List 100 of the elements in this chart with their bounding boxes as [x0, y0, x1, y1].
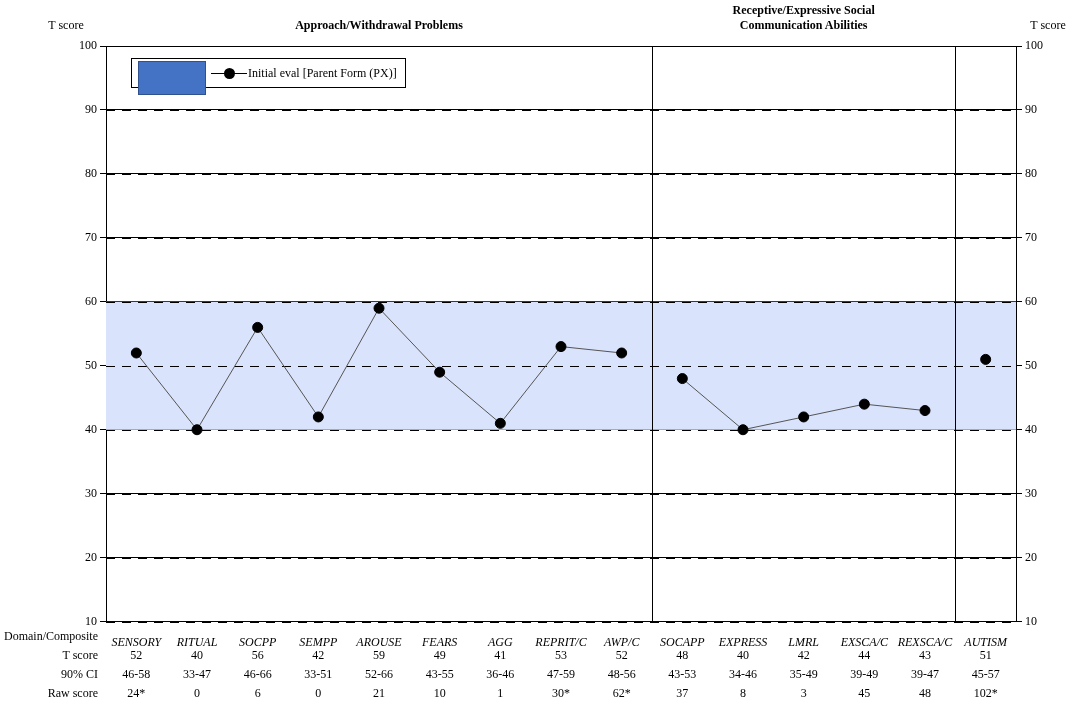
y-tick-label: 100 — [79, 38, 97, 53]
x-tick-label: REXSCA/C — [896, 634, 954, 649]
text: 33-51 — [304, 666, 333, 681]
text: 45 — [858, 685, 871, 700]
point — [798, 411, 810, 423]
x-tick-label: EXPRESS — [717, 634, 768, 649]
point — [130, 347, 142, 359]
y2-tick-label: 20 — [1025, 549, 1037, 564]
text: 24* — [127, 685, 146, 700]
text: 10 — [433, 685, 446, 700]
text: 40 — [191, 647, 203, 662]
y-tick-label: 70 — [85, 230, 97, 245]
y2-tick-label: 50 — [1025, 357, 1037, 372]
text: Domain/Composite — [4, 628, 98, 643]
x-tick-label: AWP/C — [602, 634, 641, 649]
text: 21 — [373, 685, 385, 700]
text: 48 — [676, 647, 689, 662]
text: 30* — [552, 685, 570, 700]
text: 43-55 — [425, 666, 454, 681]
text: 6 — [254, 685, 261, 700]
point — [858, 398, 870, 410]
text: 52-66 — [365, 666, 393, 681]
point — [676, 373, 688, 385]
point — [494, 417, 506, 429]
y-tick-label: 40 — [85, 421, 97, 436]
chart-title: Approach/Withdrawal Problems — [295, 18, 464, 33]
x-tick-label: SOCAPP — [660, 634, 706, 649]
text: 39-49 — [850, 666, 879, 681]
text: 42 — [797, 647, 810, 662]
text: 8 — [740, 685, 746, 700]
text: 48 — [919, 685, 931, 700]
text: 52 — [130, 647, 143, 662]
text: 53 — [555, 647, 567, 662]
point — [737, 424, 749, 436]
y2-tick-label: 60 — [1025, 293, 1037, 308]
x-tick-label: AUTISM — [963, 634, 1008, 649]
text: 34-46 — [729, 666, 757, 681]
x-tick-label: SEMPP — [299, 634, 338, 649]
x-tick-label: LMRL — [787, 634, 820, 649]
text: 40 — [737, 647, 749, 662]
text: 42 — [312, 647, 325, 662]
text: 1 — [497, 685, 504, 700]
point — [312, 411, 324, 423]
y-tick-label: 30 — [85, 485, 97, 500]
text: 43 — [919, 647, 931, 662]
text: 3 — [800, 685, 807, 700]
y2-tick-label: 40 — [1025, 421, 1037, 436]
y2-axis-title: T score — [1030, 18, 1066, 33]
text: T score — [62, 647, 98, 662]
point — [980, 353, 992, 365]
text: 36-46 — [486, 666, 515, 681]
y2-tick-label: 30 — [1025, 485, 1037, 500]
y-axis-title: T score — [48, 18, 84, 33]
text: 56 — [251, 647, 264, 662]
point — [616, 347, 628, 359]
y-tick-label: 10 — [85, 613, 97, 628]
x-tick-label: AGG — [487, 634, 513, 649]
text: 52 — [615, 647, 628, 662]
text: 39-47 — [911, 666, 939, 681]
text: 102* — [973, 685, 998, 700]
text: 46-66 — [243, 666, 272, 681]
x-tick-label: REPRIT/C — [534, 634, 588, 649]
x-tick-label: AROUSE — [355, 634, 403, 649]
y-tick-label: 90 — [85, 102, 97, 117]
legend-label: Initial eval [Parent Form (PX)] — [248, 65, 398, 81]
y2-tick-label: 100 — [1025, 38, 1043, 53]
x-tick-label: SENSORY — [111, 634, 163, 649]
point — [555, 341, 567, 353]
point — [434, 366, 446, 378]
y-tick-label: 80 — [85, 166, 97, 181]
text: 33-47 — [183, 666, 211, 681]
point — [373, 302, 385, 314]
text: 43-53 — [668, 666, 697, 681]
y-tick-label: 50 — [85, 357, 97, 372]
text: 62* — [612, 685, 631, 700]
text: 59 — [373, 647, 385, 662]
text: 37 — [676, 685, 689, 700]
text: 45-57 — [971, 666, 1000, 681]
text: 51 — [979, 647, 992, 662]
text: 90% CI — [61, 666, 98, 681]
y2-tick-label: 70 — [1025, 230, 1037, 245]
point — [252, 321, 264, 333]
text: 35-49 — [789, 666, 818, 681]
text: Raw score — [47, 685, 98, 700]
text: 47-59 — [547, 666, 575, 681]
x-tick-label: RITUAL — [175, 634, 218, 649]
y-tick-label: 60 — [85, 293, 97, 308]
point — [919, 405, 931, 417]
text: 46-58 — [122, 666, 151, 681]
x-tick-label: SOCPP — [238, 634, 277, 649]
x-tick-label: EXSCA/C — [839, 634, 889, 649]
text: 44 — [858, 647, 871, 662]
text: 41 — [494, 647, 507, 662]
y-tick-label: 20 — [85, 549, 97, 564]
x-tick-label: FEARS — [421, 634, 458, 649]
y2-tick-label: 10 — [1025, 613, 1037, 628]
y2-tick-label: 90 — [1025, 102, 1037, 117]
chart-subtitle: Receptive/Expressive Social Communication Abilities — [732, 3, 876, 33]
text: 49 — [433, 647, 446, 662]
text: 48-56 — [607, 666, 636, 681]
